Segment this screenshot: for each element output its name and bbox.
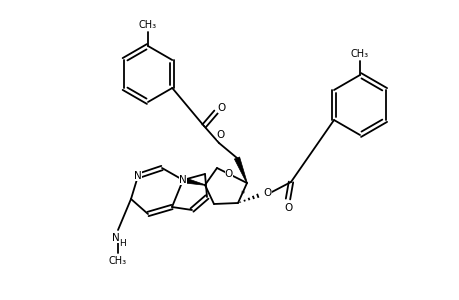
Polygon shape [182, 177, 205, 185]
Text: O: O [284, 203, 292, 213]
Text: CH₃: CH₃ [109, 256, 127, 266]
Text: N: N [179, 175, 186, 185]
Text: CH₃: CH₃ [350, 49, 368, 59]
Text: N: N [112, 233, 120, 243]
Text: CH₃: CH₃ [139, 20, 157, 30]
Text: O: O [216, 130, 224, 140]
Text: N: N [134, 171, 141, 181]
Polygon shape [234, 157, 247, 183]
Text: O: O [224, 169, 233, 179]
Text: *: * [241, 190, 245, 200]
Text: O: O [218, 103, 226, 113]
Text: H: H [119, 239, 126, 248]
Text: O: O [263, 188, 272, 198]
